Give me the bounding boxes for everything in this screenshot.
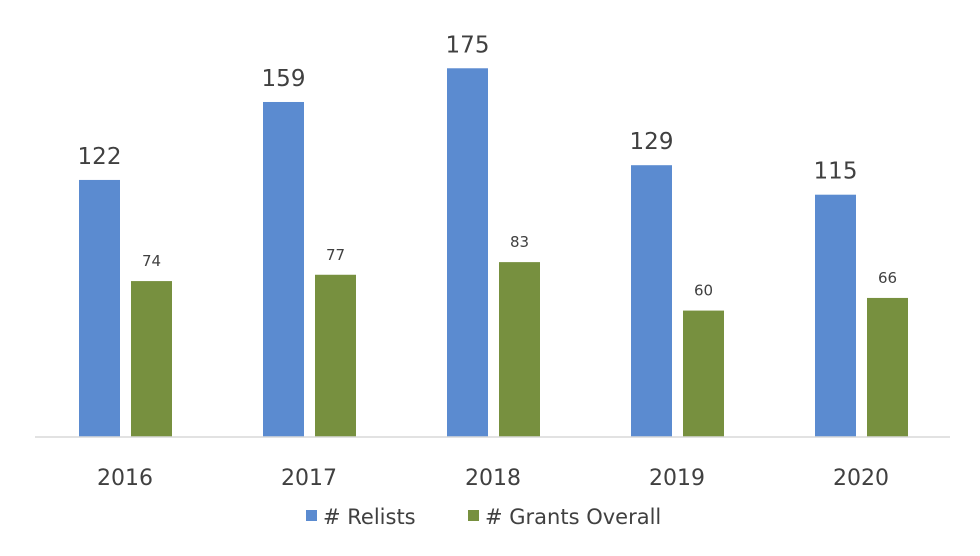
bar-grants-2018	[499, 262, 540, 437]
data-label: 175	[446, 32, 490, 58]
bar-grants-2020	[867, 297, 908, 437]
data-label: 122	[78, 144, 122, 170]
data-label: 159	[262, 66, 306, 92]
x-tick-label: 2018	[465, 466, 521, 491]
bar-grants-2019	[683, 310, 724, 437]
data-label: 83	[510, 233, 529, 251]
data-label: 60	[694, 282, 713, 300]
bar-relists-2016	[79, 179, 120, 438]
bar-grants-2017	[315, 274, 356, 437]
data-label: 115	[814, 159, 858, 185]
bar-relists-2017	[263, 101, 304, 437]
x-tick-label: 2020	[833, 466, 889, 491]
data-label: 66	[878, 269, 897, 287]
legend: # Relists # Grants Overall	[306, 505, 661, 529]
x-tick-label: 2016	[97, 466, 153, 491]
legend-swatch	[468, 510, 479, 521]
bar-relists-2020	[815, 194, 856, 437]
x-tick-label: 2019	[649, 466, 705, 491]
legend-swatch	[306, 510, 317, 521]
bars	[79, 68, 908, 438]
legend-label: # Grants Overall	[485, 505, 661, 529]
data-label: 77	[326, 246, 345, 264]
data-label: 74	[142, 252, 161, 270]
labels: 122 74 2016 159 77 2017 175 83 2018 129 60 2019 115 6…	[78, 32, 898, 491]
legend-label: # Relists	[323, 505, 416, 529]
bar-grants-2016	[131, 281, 172, 437]
bar-relists-2019	[631, 165, 672, 437]
data-label: 129	[630, 129, 674, 155]
x-tick-label: 2017	[281, 466, 337, 491]
bar-relists-2018	[447, 68, 488, 438]
